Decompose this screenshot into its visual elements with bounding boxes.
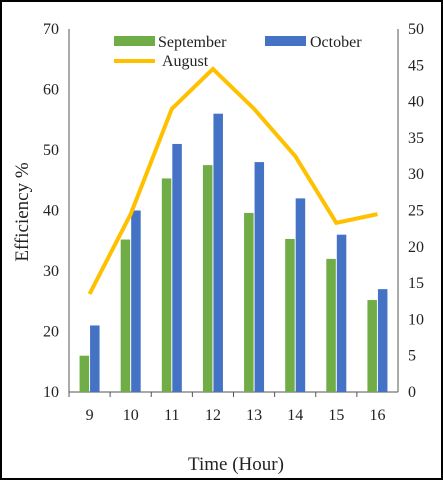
bar-october-10 bbox=[131, 210, 141, 392]
bar-october-13 bbox=[254, 162, 265, 392]
x-axis-title: Time (Hour) bbox=[188, 454, 284, 475]
y2-tick-label: 20 bbox=[408, 239, 424, 256]
legend-label-september: September bbox=[158, 34, 227, 51]
y2-tick-label: 50 bbox=[408, 21, 424, 38]
bar-september-13 bbox=[244, 212, 254, 392]
x-tick-label: 13 bbox=[246, 407, 262, 424]
bar-september-12 bbox=[202, 165, 213, 392]
legend-swatch-september bbox=[114, 36, 155, 46]
y-tick-label: 70 bbox=[43, 21, 59, 38]
bar-september-15 bbox=[326, 258, 336, 392]
y-tick-label: 50 bbox=[43, 142, 59, 159]
y-tick-label: 20 bbox=[43, 324, 59, 341]
x-tick-label: 16 bbox=[369, 407, 385, 424]
x-tick-label: 12 bbox=[205, 407, 221, 424]
bar-october-16 bbox=[377, 289, 388, 392]
bar-september-16 bbox=[367, 300, 377, 392]
y-tick-label: 10 bbox=[43, 384, 59, 401]
bar-october-12 bbox=[213, 113, 223, 392]
bar-october-14 bbox=[295, 198, 306, 392]
line-august bbox=[87, 66, 378, 295]
y2-tick-label: 5 bbox=[408, 348, 416, 365]
bar-october-9 bbox=[90, 325, 100, 392]
y2-tick-label: 15 bbox=[408, 275, 424, 292]
y2-tick-label: 0 bbox=[408, 384, 416, 401]
bar-september-9 bbox=[79, 355, 90, 392]
legend: September October August bbox=[114, 34, 362, 70]
y2-tick-label: 30 bbox=[408, 166, 424, 183]
bar-october-11 bbox=[172, 143, 182, 392]
x-tick-label: 11 bbox=[164, 407, 179, 424]
x-tick-label: 10 bbox=[123, 407, 139, 424]
bar-september-11 bbox=[161, 178, 172, 392]
y-tick-label: 60 bbox=[43, 82, 59, 99]
y-axis-title: Efficiency % bbox=[12, 162, 33, 262]
y2-tick-label: 45 bbox=[408, 57, 424, 74]
bar-october-15 bbox=[336, 234, 347, 392]
y-tick-label: 30 bbox=[43, 263, 59, 280]
y-tick-label: 40 bbox=[43, 203, 59, 220]
y2-tick-label: 40 bbox=[408, 94, 424, 111]
legend-swatch-october bbox=[265, 36, 306, 46]
legend-label-august: August bbox=[162, 53, 209, 70]
bar-september-14 bbox=[285, 238, 295, 392]
y2-tick-label: 10 bbox=[408, 311, 424, 328]
x-tick-label: 14 bbox=[287, 407, 303, 424]
bar-september-10 bbox=[120, 239, 131, 392]
legend-label-october: October bbox=[310, 34, 362, 51]
x-tick-label: 15 bbox=[328, 407, 344, 424]
x-tick-label: 9 bbox=[86, 407, 94, 424]
y2-tick-label: 25 bbox=[408, 203, 424, 220]
y2-tick-label: 35 bbox=[408, 130, 424, 147]
